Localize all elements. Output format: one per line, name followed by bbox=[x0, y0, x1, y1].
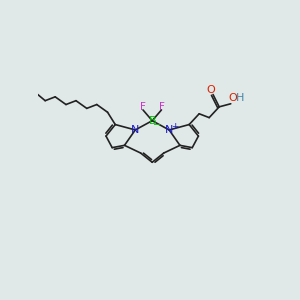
Text: O: O bbox=[206, 85, 215, 95]
Text: O: O bbox=[229, 93, 237, 103]
Text: +: + bbox=[171, 122, 178, 130]
Text: F: F bbox=[158, 102, 164, 112]
Text: N: N bbox=[165, 125, 173, 135]
Text: H: H bbox=[236, 93, 244, 103]
Text: N: N bbox=[131, 125, 140, 135]
Text: F: F bbox=[140, 102, 146, 112]
Text: B: B bbox=[148, 116, 156, 126]
Text: −: − bbox=[153, 119, 161, 130]
